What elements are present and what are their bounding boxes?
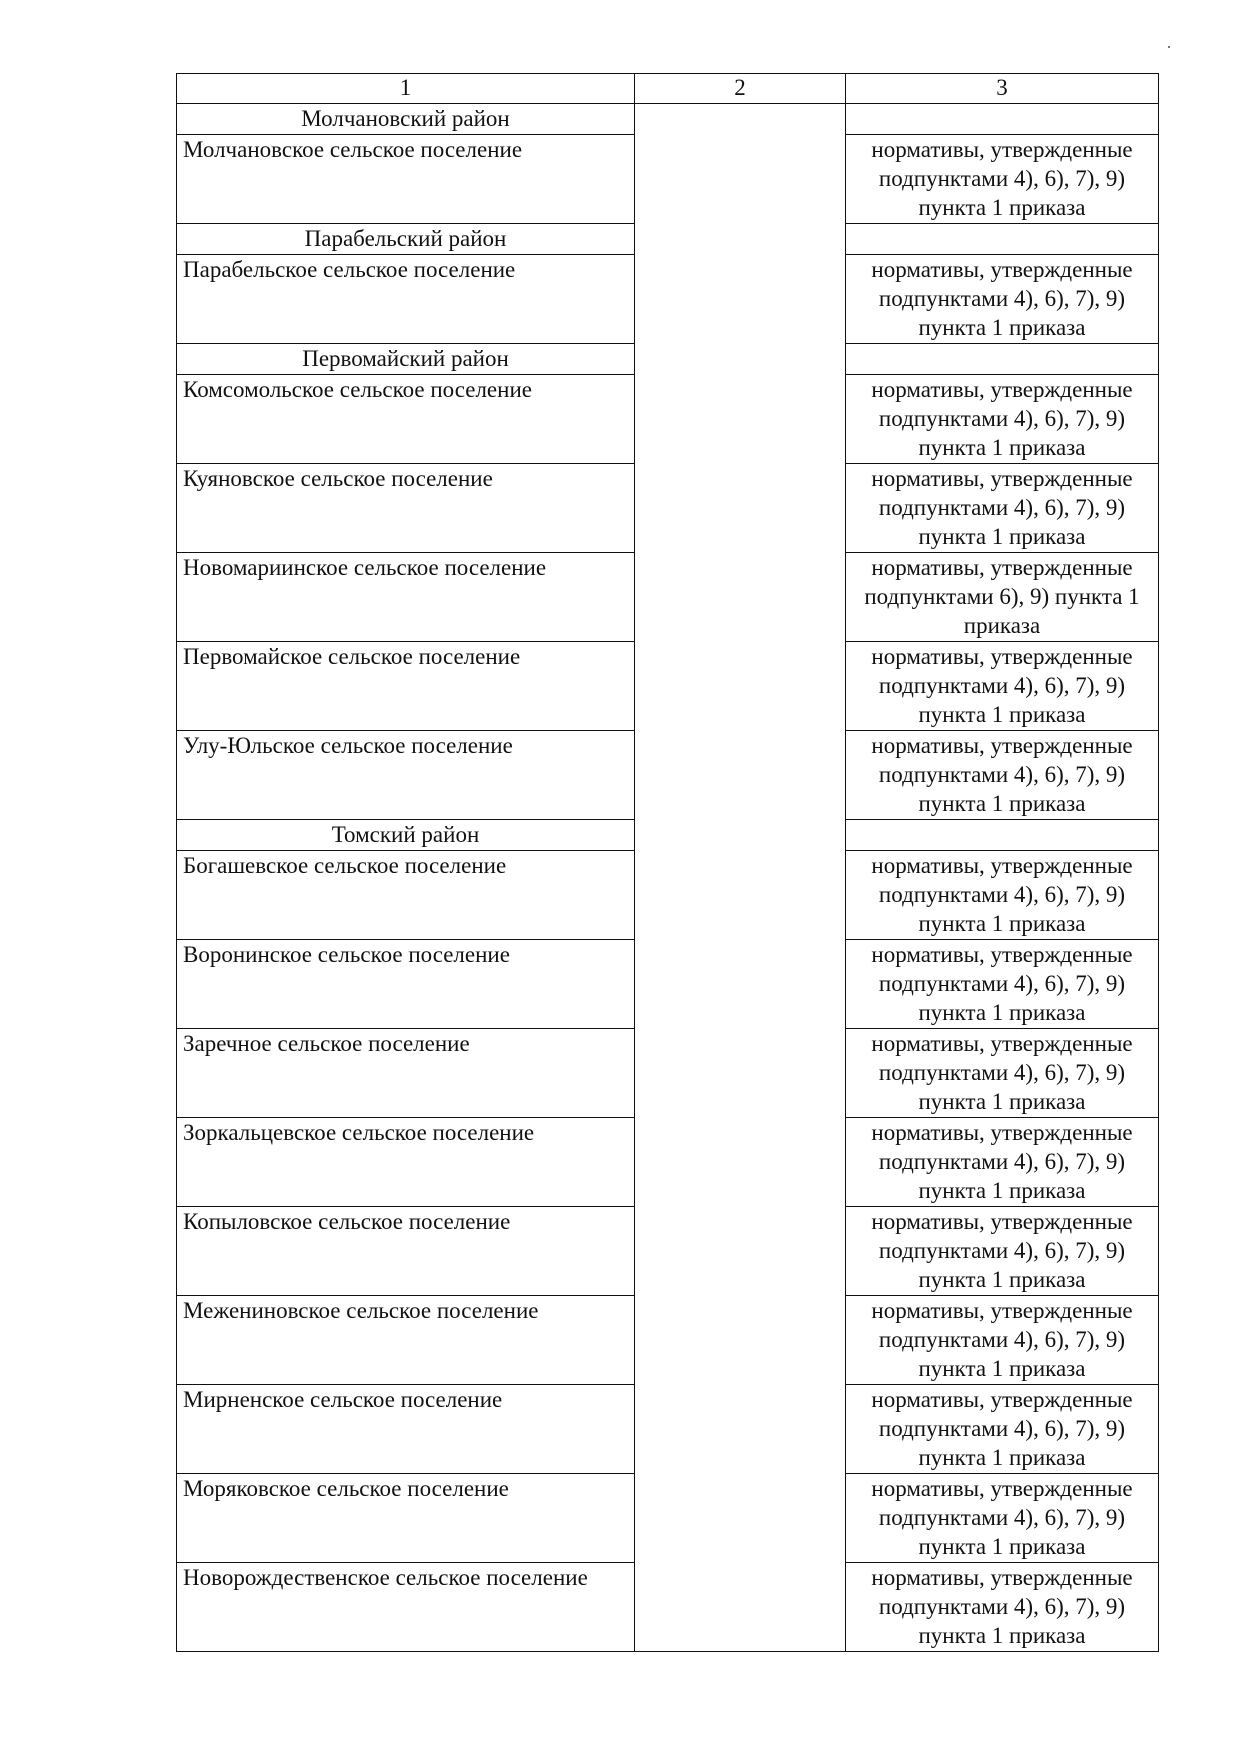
header-row: 1 2 3 [176, 73, 1159, 104]
norm-cell: нормативы, утвержденные подпунктами 4), … [845, 939, 1159, 1029]
table-row: Куяновское сельское поселение нормативы, … [176, 463, 1159, 553]
table-row: Моряковское сельское поселение нормативы,… [176, 1473, 1159, 1563]
norm-cell: нормативы, утвержденные подпунктами 4), … [845, 374, 1159, 464]
header-col-2: 2 [634, 73, 846, 104]
norm-cell: нормативы, утвержденные подпунктами 4), … [845, 1562, 1159, 1652]
norm-cell: нормативы, утвержденные подпунктами 4), … [845, 850, 1159, 940]
table-row: Парабельское сельское поселение нормативы… [176, 254, 1159, 344]
settlement-name: Первомайское сельское поселение [176, 641, 635, 731]
district-row: Молчановский район [176, 103, 1159, 1652]
settlement-name: Моряковское сельское поселение [176, 1473, 635, 1563]
table-row: Молчановское сельское поселение нормативы… [176, 134, 1159, 224]
norm-cell: нормативы, утвержденные подпунктами 4), … [845, 134, 1159, 224]
settlements-table: 1 2 3 Молчановский район Молчановское сел… [176, 73, 1159, 1652]
norm-cell: нормативы, утвержденные подпунктами 4), … [845, 463, 1159, 553]
settlement-name: Богашевское сельское поселение [176, 850, 635, 940]
table-body: 1 2 3 Молчановский район Молчановское сел… [176, 73, 1159, 1652]
table-row: Новорождественское сельское поселение нор… [176, 1562, 1159, 1652]
header-col-1: 1 [176, 73, 635, 104]
norm-cell: нормативы, утвержденные подпунктами 4), … [845, 1117, 1159, 1207]
district-name: Молчановский район [176, 103, 635, 135]
table-row: Первомайское сельское поселение нормативы… [176, 641, 1159, 731]
table-row: Зоркальцевское сельское поселение нормати… [176, 1117, 1159, 1207]
settlement-name: Куяновское сельское поселение [176, 463, 635, 553]
district-name: Первомайский район [176, 343, 635, 375]
settlement-name: Копыловское сельское поселение [176, 1206, 635, 1296]
norm-cell: нормативы, утвержденные подпунктами 6), … [845, 552, 1159, 642]
table-row: Воронинское сельское поселение нормативы,… [176, 939, 1159, 1029]
settlement-name: Парабельское сельское поселение [176, 254, 635, 344]
column-2-cell [634, 103, 846, 1652]
norm-cell: нормативы, утвержденные подпунктами 4), … [845, 641, 1159, 731]
table-row: Мирненское сельское поселение нормативы, … [176, 1384, 1159, 1474]
norm-cell: нормативы, утвержденные подпунктами 4), … [845, 254, 1159, 344]
table-row: Новомариинское сельское поселение нормати… [176, 552, 1159, 642]
norm-cell [845, 819, 1159, 851]
settlement-name: Заречное сельское поселение [176, 1028, 635, 1118]
table-row: Копыловское сельское поселение нормативы,… [176, 1206, 1159, 1296]
settlement-name: Улу-Юльское сельское поселение [176, 730, 635, 820]
norm-cell: нормативы, утвержденные подпунктами 4), … [845, 1384, 1159, 1474]
settlement-name: Новорождественское сельское поселение [176, 1562, 635, 1652]
norm-cell: нормативы, утвержденные подпунктами 4), … [845, 1473, 1159, 1563]
norm-cell: нормативы, утвержденные подпунктами 4), … [845, 1295, 1159, 1385]
table-row: Заречное сельское поселение нормативы, ут… [176, 1028, 1159, 1118]
scan-speck [1168, 46, 1170, 48]
norm-cell [845, 223, 1159, 255]
settlement-name: Мирненское сельское поселение [176, 1384, 635, 1474]
settlement-name: Комсомольское сельское поселение [176, 374, 635, 464]
norm-cell [845, 343, 1159, 375]
norm-cell: нормативы, утвержденные подпунктами 4), … [845, 1206, 1159, 1296]
table-row: Богашевское сельское поселение нормативы,… [176, 850, 1159, 940]
table-row: Улу-Юльское сельское поселение нормативы,… [176, 730, 1159, 820]
header-col-3: 3 [845, 73, 1159, 104]
table-row: Комсомольское сельское поселение норматив… [176, 374, 1159, 464]
norm-cell: нормативы, утвержденные подпунктами 4), … [845, 730, 1159, 820]
district-name: Томский район [176, 819, 635, 851]
district-row: Первомайский район [176, 343, 1159, 375]
settlement-name: Молчановское сельское поселение [176, 134, 635, 224]
settlement-name: Межениновское сельское поселение [176, 1295, 635, 1385]
norm-cell [845, 103, 1159, 135]
table-row: Межениновское сельское поселение норматив… [176, 1295, 1159, 1385]
district-name: Парабельский район [176, 223, 635, 255]
district-row: Томский район [176, 819, 1159, 851]
norm-cell: нормативы, утвержденные подпунктами 4), … [845, 1028, 1159, 1118]
settlement-name: Новомариинское сельское поселение [176, 552, 635, 642]
settlement-name: Воронинское сельское поселение [176, 939, 635, 1029]
settlement-name: Зоркальцевское сельское поселение [176, 1117, 635, 1207]
